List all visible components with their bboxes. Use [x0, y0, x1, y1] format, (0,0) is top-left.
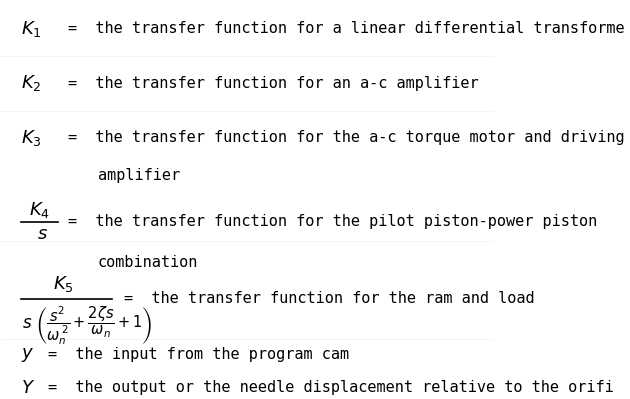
Text: =  the transfer function for the a-c torque motor and driving: = the transfer function for the a-c torq…	[68, 130, 624, 146]
Text: =  the output or the needle displacement relative to the orifi: = the output or the needle displacement …	[49, 380, 614, 395]
Text: $\left(\dfrac{s^2}{\omega_n^{\,2}} + \dfrac{2\zeta s}{\omega_n} + 1\right)$: $\left(\dfrac{s^2}{\omega_n^{\,2}} + \df…	[35, 305, 152, 348]
Text: =  the transfer function for the pilot piston-power piston: = the transfer function for the pilot pi…	[68, 214, 597, 229]
Text: $y$: $y$	[21, 346, 35, 363]
Text: combination: combination	[98, 255, 198, 271]
Text: $K_4$: $K_4$	[28, 200, 50, 220]
Text: =  the transfer function for a linear differential transforme: = the transfer function for a linear dif…	[68, 21, 624, 36]
Text: $K_2$: $K_2$	[21, 73, 42, 93]
Text: =  the input from the program cam: = the input from the program cam	[49, 347, 350, 362]
Text: $K_5$: $K_5$	[53, 275, 74, 294]
Text: $s$: $s$	[22, 315, 32, 332]
Text: $Y$: $Y$	[21, 379, 35, 397]
Text: $s$: $s$	[37, 225, 48, 243]
Text: $K_3$: $K_3$	[21, 128, 42, 148]
Text: amplifier: amplifier	[98, 168, 180, 183]
Text: =  the transfer function for an a-c amplifier: = the transfer function for an a-c ampli…	[68, 76, 479, 91]
Text: $K_1$: $K_1$	[21, 19, 42, 39]
Text: =  the transfer function for the ram and load: = the transfer function for the ram and …	[123, 291, 534, 306]
